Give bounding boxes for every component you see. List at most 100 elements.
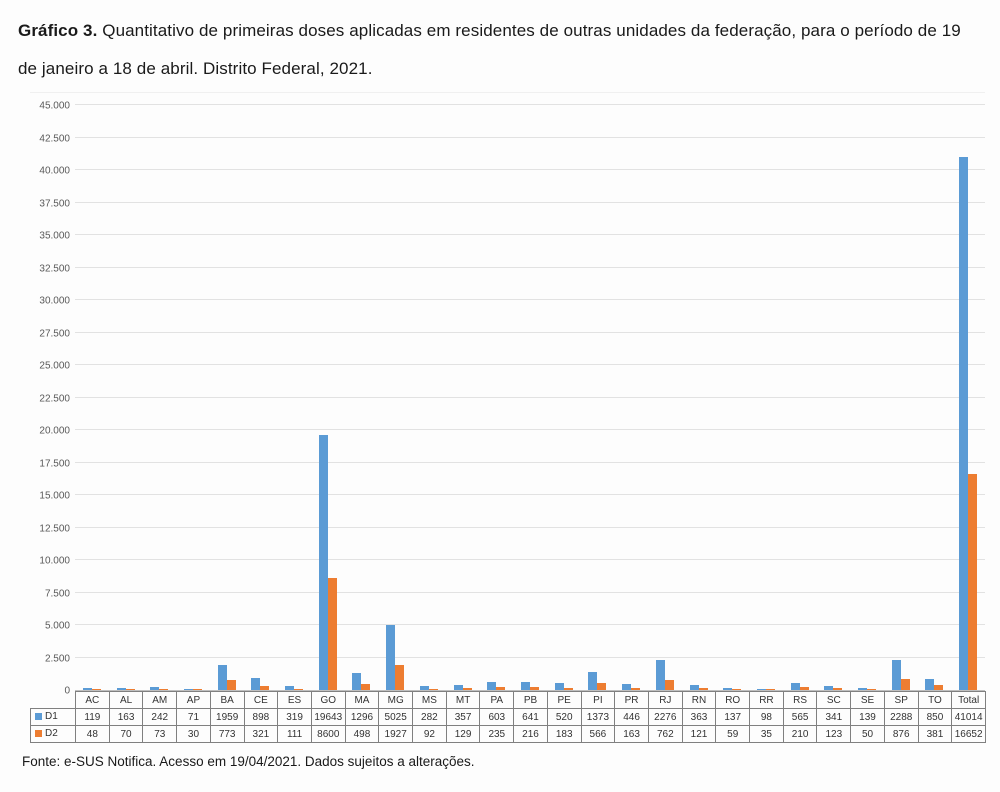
value-d2-ro: 59 (715, 725, 751, 743)
value-d1-ro: 137 (715, 708, 751, 726)
bar-d2-sp (900, 678, 910, 690)
bar-d1-al (116, 687, 126, 690)
column-header-pi: PI (580, 691, 616, 709)
gridline (75, 104, 985, 105)
bar-d2-ce (260, 685, 270, 690)
y-axis-tick-label: 25.000 (39, 360, 70, 372)
plot-zone: 0 2.500 5.000 7.500 10.000 12.500 15.000 17.500… (30, 93, 985, 697)
bar-d2-go (327, 578, 337, 690)
bar-d2-to (934, 685, 944, 690)
y-axis-tick-label: 0 (64, 685, 70, 697)
gridline (75, 624, 985, 625)
column-header-mt: MT (445, 691, 481, 709)
bar-d1-am (150, 686, 160, 690)
bar-d2-ba (226, 679, 236, 690)
bar-chart: 0 2.500 5.000 7.500 10.000 12.500 15.000 17.500… (30, 92, 985, 697)
column-header-ro: RO (715, 691, 751, 709)
column-header-rr: RR (749, 691, 784, 709)
column-header-mg: MG (378, 691, 414, 709)
column-header-pb: PB (513, 691, 548, 709)
value-d2-am: 73 (142, 725, 178, 743)
value-d1-rn: 363 (681, 708, 717, 726)
bar-d2-pe (563, 687, 573, 690)
bar-d2-rn (698, 688, 708, 690)
gridline (75, 429, 985, 430)
bar-d2-se (867, 689, 877, 690)
value-d2-ba: 773 (209, 725, 245, 743)
value-d1-am: 242 (142, 708, 178, 726)
value-d1-se: 139 (850, 708, 885, 726)
value-d1-es: 319 (277, 708, 312, 726)
legend-label-d1: D1 (45, 711, 58, 723)
column-header-ce: CE (243, 691, 279, 709)
bar-d1-se (858, 688, 868, 690)
legend-cell-d2: D2 (30, 725, 76, 743)
value-d1-sc: 341 (816, 708, 852, 726)
bar-d2-mg (395, 664, 405, 690)
bar-d1-ms (419, 686, 429, 690)
bar-d1-rr (756, 688, 766, 690)
bar-d1-to (925, 678, 935, 690)
y-axis-tick-label: 37.500 (39, 198, 70, 209)
y-axis-tick-label: 15.000 (39, 490, 70, 502)
source-note: Fonte: e-SUS Notifica. Acesso em 19/04/2… (22, 754, 475, 769)
y-axis-tick-label: 30.000 (39, 295, 70, 307)
table-row-d1: D1 119 163 242 71 1959 898 319 19643 1296 5025 282 3… (30, 708, 986, 726)
gridline (75, 396, 985, 398)
gridline (75, 169, 985, 170)
bar-d1-sp (891, 660, 901, 690)
gridline (75, 136, 985, 138)
value-d1-to: 850 (917, 708, 953, 726)
bar-d1-mg (386, 624, 396, 690)
value-d1-ba: 1959 (209, 708, 245, 726)
y-axis-tick-label: 2.500 (44, 653, 70, 664)
bar-d1-ac (82, 688, 92, 690)
value-d2-total: 16652 (951, 725, 986, 743)
legend-cell-d1: D1 (30, 708, 76, 726)
value-d1-rj: 2276 (647, 708, 683, 726)
bar-d2-pr (631, 687, 641, 690)
value-d1-ac: 119 (75, 708, 110, 726)
bar-d1-ro (723, 688, 733, 690)
value-d1-go: 19643 (310, 708, 346, 726)
value-d1-pb: 641 (513, 708, 548, 726)
value-d2-ap: 30 (176, 725, 211, 743)
plot-area: 0 2.500 5.000 7.500 10.000 12.500 15.000 17.500… (39, 101, 985, 697)
value-d2-rj: 762 (647, 725, 683, 743)
gridline (75, 559, 985, 560)
gridline (75, 494, 985, 495)
value-d2-ce: 321 (243, 725, 279, 743)
value-d1-pa: 603 (479, 708, 515, 726)
bar-d2-ms (428, 688, 438, 690)
column-header-ap: AP (176, 691, 211, 709)
legend-swatch-d1 (35, 713, 42, 721)
legend-label-d2: D2 (45, 728, 58, 740)
chart-title: Gráfico 3. Quantitativo de primeiras dos… (0, 0, 1000, 88)
value-d2-pi: 566 (580, 725, 616, 743)
value-d2-ms: 92 (412, 725, 447, 743)
bar-d2-rr (765, 689, 775, 690)
bar-d1-mt (453, 685, 463, 690)
value-d2-se: 50 (850, 725, 885, 743)
bar-d1-rs (790, 682, 800, 690)
column-header-ba: BA (209, 691, 245, 709)
column-header-am: AM (142, 691, 178, 709)
value-d1-ap: 71 (176, 708, 211, 726)
bar-d2-pi (597, 682, 607, 690)
bar-d2-sc (833, 688, 843, 690)
bar-d2-mt (462, 688, 472, 690)
value-d2-pr: 163 (614, 725, 649, 743)
bar-d2-pb (530, 687, 539, 690)
value-d2-mg: 1927 (378, 725, 414, 743)
column-header-ms: MS (412, 691, 447, 709)
bar-d1-pa (487, 682, 497, 690)
value-d2-es: 111 (277, 725, 312, 743)
value-d2-mt: 129 (445, 725, 481, 743)
column-header-total: Total (951, 691, 986, 709)
bar-d2-ac (91, 689, 101, 690)
value-d1-total: 41014 (951, 708, 986, 726)
value-d1-pe: 520 (546, 708, 582, 726)
bar-d1-rn (689, 685, 699, 690)
gridline (75, 656, 985, 658)
